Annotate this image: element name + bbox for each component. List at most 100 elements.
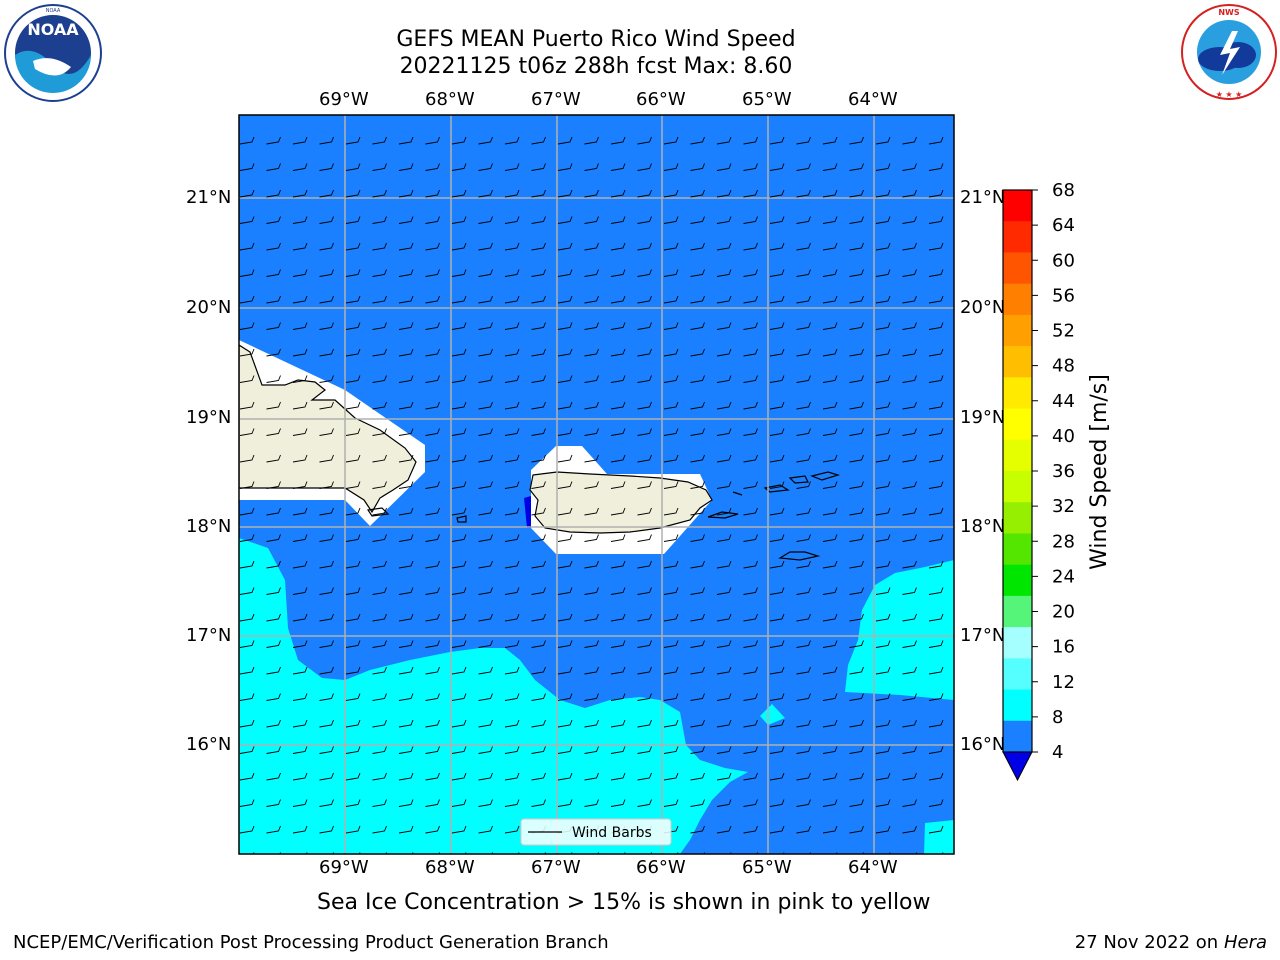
wind-barb xyxy=(822,746,838,754)
lat-label-left-17n: 17°N xyxy=(186,625,232,646)
colorbar-segment xyxy=(1003,627,1032,659)
wind-barb xyxy=(531,799,546,807)
lat-label-right-18n: 18°N xyxy=(960,516,1004,537)
wind-barb xyxy=(716,163,732,171)
wind-barb xyxy=(239,534,255,542)
wind-barb xyxy=(345,825,361,834)
wind-barb xyxy=(557,189,573,198)
wind-barb xyxy=(690,799,705,807)
wind-barb xyxy=(266,746,281,754)
wind-barb xyxy=(637,428,652,436)
wind-barb xyxy=(398,799,414,807)
wind-barb xyxy=(398,666,414,675)
wind-barb xyxy=(610,693,626,701)
wind-barb xyxy=(769,666,785,675)
land-puerto-rico xyxy=(529,471,713,534)
wind-barb xyxy=(239,163,255,171)
wind-barb xyxy=(690,189,705,198)
wind-barb xyxy=(319,216,334,224)
wind-barb xyxy=(319,746,334,754)
wind-barb xyxy=(743,481,758,489)
land-hispaniola xyxy=(239,344,417,514)
wind-barb xyxy=(319,454,334,463)
wind-barb xyxy=(690,507,705,516)
wind-barb xyxy=(504,640,520,648)
lon-label-top-66w: 66°W xyxy=(636,89,686,110)
wind-barb xyxy=(372,746,387,754)
wind-barb xyxy=(690,666,705,675)
wind-barb xyxy=(425,295,440,304)
lon-label-top-68w: 68°W xyxy=(425,89,475,110)
wind-barb xyxy=(716,560,732,569)
wind-barb xyxy=(451,322,467,330)
wind-barb xyxy=(557,772,573,781)
wind-barb xyxy=(451,613,467,622)
wind-barb xyxy=(239,693,255,701)
wind-barb xyxy=(266,454,281,463)
wind-barb xyxy=(716,295,732,304)
wind-barb xyxy=(319,428,334,436)
wind-barb xyxy=(504,401,520,410)
wind-barb xyxy=(504,825,520,834)
wind-barb xyxy=(266,163,281,171)
colorbar-segment xyxy=(1003,190,1032,222)
wind-barb xyxy=(743,401,758,410)
wind-barb xyxy=(239,746,255,754)
wind-barb xyxy=(690,719,705,728)
wind-barb xyxy=(849,693,864,701)
wind-barb xyxy=(319,189,334,198)
wind-barb xyxy=(716,481,732,489)
wind-barb xyxy=(451,666,467,675)
wind-barb xyxy=(902,560,917,569)
wind-barb xyxy=(319,666,334,675)
wind-barb xyxy=(875,613,891,622)
wind-barb xyxy=(345,428,361,436)
wind-barb xyxy=(610,216,626,224)
wind-barb xyxy=(239,481,255,489)
wind-barb xyxy=(849,189,864,198)
wind-barb xyxy=(743,295,758,304)
wind-barb xyxy=(425,640,440,648)
wind-barb xyxy=(637,799,652,807)
wind-barb xyxy=(637,587,652,595)
wind-barb xyxy=(292,242,308,251)
wind-barb xyxy=(743,746,758,754)
wind-barb xyxy=(796,295,811,304)
wind-barb xyxy=(928,242,944,251)
wind-barb xyxy=(372,693,387,701)
wind-barb xyxy=(716,375,732,383)
wind-barb xyxy=(822,136,838,145)
wind-barb xyxy=(796,719,811,728)
wind-barb xyxy=(398,189,414,198)
colorbar-label: Wind Speed [m/s] xyxy=(1087,374,1112,570)
wind-barb xyxy=(266,136,281,145)
wind-barb xyxy=(796,348,811,357)
wind-barb xyxy=(769,163,785,171)
lat-label-right-20n: 20°N xyxy=(960,297,1004,318)
wind-barb xyxy=(319,136,334,145)
wind-barb xyxy=(875,772,891,781)
wind-barb xyxy=(319,799,334,807)
wind-barb xyxy=(610,772,626,781)
wind-barb xyxy=(928,348,944,357)
wind-barb xyxy=(345,613,361,622)
wind-barb xyxy=(504,507,520,516)
wind-barb xyxy=(928,719,944,728)
wind-barb xyxy=(822,189,838,198)
wind-barb xyxy=(239,295,255,304)
wind-barb xyxy=(743,693,758,701)
wind-barb xyxy=(425,454,440,463)
wind-barb xyxy=(584,401,599,410)
wind-barb xyxy=(345,295,361,304)
wind-barb xyxy=(504,746,520,754)
wind-barb xyxy=(398,295,414,304)
wind-barb xyxy=(425,560,440,569)
wind-barb xyxy=(875,481,891,489)
wind-barb xyxy=(292,454,308,463)
wind-barb xyxy=(822,269,838,277)
wind-barb xyxy=(451,269,467,277)
wind-barb xyxy=(637,163,652,171)
wind-barbs xyxy=(239,136,944,854)
wind-barb xyxy=(239,666,255,675)
wind-barb xyxy=(319,719,334,728)
